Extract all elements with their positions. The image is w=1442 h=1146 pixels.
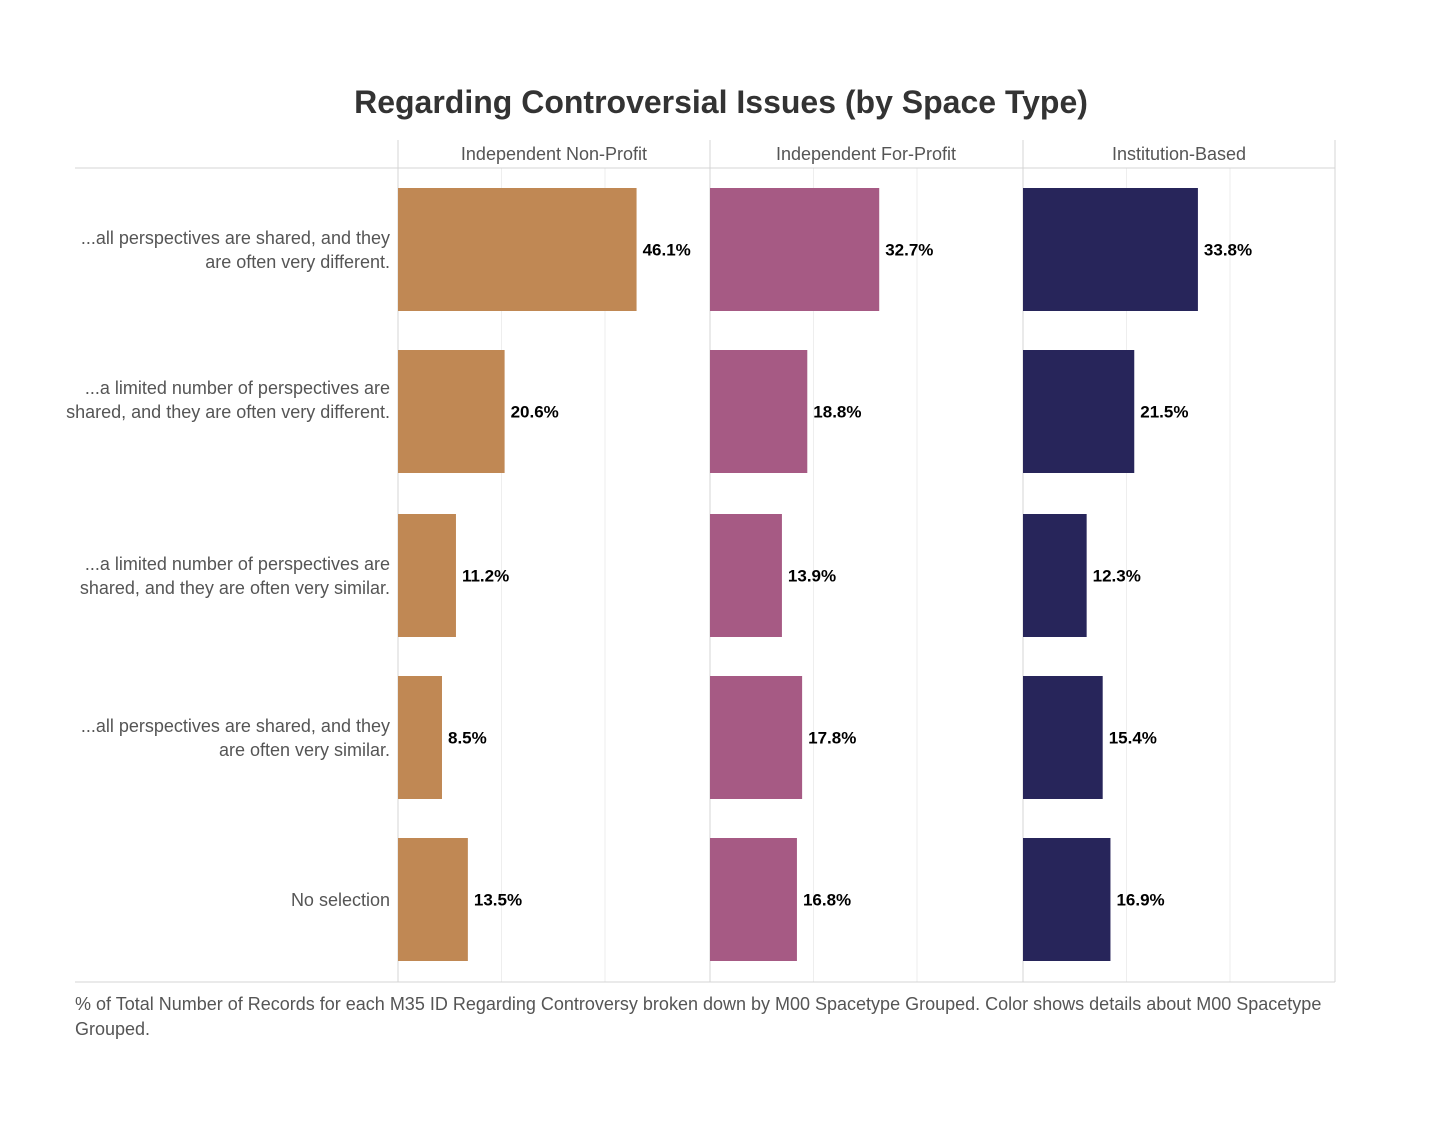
bar [710,676,803,799]
panel-header: Independent Non-Profit [461,144,647,164]
data-label: 16.9% [1116,891,1164,910]
bar [1023,838,1111,961]
bar [398,676,442,799]
data-label: 13.5% [474,891,522,910]
bar [1023,350,1135,473]
bar [1023,514,1087,637]
data-label: 46.1% [643,241,691,260]
bar [1023,188,1198,311]
panel-header: Institution-Based [1112,144,1246,164]
data-label: 20.6% [511,403,559,422]
row-label: ...a limited number of perspectives are … [79,553,390,598]
bar [398,188,637,311]
row-label: No selection [290,889,390,910]
data-label: 33.8% [1204,241,1252,260]
data-label: 15.4% [1109,729,1157,748]
data-label: 13.9% [788,567,836,586]
data-label: 17.8% [808,729,856,748]
bar [710,514,782,637]
data-label: 16.8% [803,891,851,910]
row-label: ...all perspectives are shared, and they… [80,715,390,760]
data-label: 12.3% [1093,567,1141,586]
data-label: 8.5% [448,729,487,748]
chart-caption: % of Total Number of Records for each M3… [75,994,1322,1039]
bar [398,514,456,637]
data-label: 32.7% [885,241,933,260]
bar [710,350,808,473]
bar [1023,676,1103,799]
row-label: ...a limited number of perspectives are … [66,377,390,422]
bar [710,188,880,311]
bar [398,350,505,473]
bar [398,838,468,961]
data-label: 11.2% [462,567,509,586]
bar [710,838,797,961]
data-label: 21.5% [1140,403,1188,422]
chart-title: Regarding Controversial Issues (by Space… [354,84,1088,120]
row-label: ...all perspectives are shared, and they… [80,227,390,272]
panel-header: Independent For-Profit [776,144,956,164]
data-label: 18.8% [813,403,861,422]
